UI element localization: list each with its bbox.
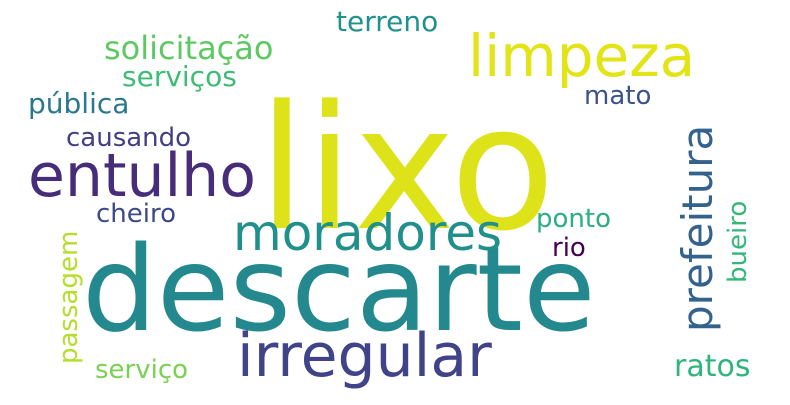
word-ponto: ponto (536, 204, 611, 234)
word-limpeza: limpeza (468, 22, 695, 90)
word-entulho: entulho (28, 141, 256, 211)
word-passagem: passagem (54, 231, 84, 364)
word-prefeitura: prefeitura (673, 125, 722, 332)
word-bueiro: bueiro (723, 201, 753, 283)
word-publica: pública (28, 87, 129, 120)
word-causando: causando (66, 123, 191, 153)
word-ratos: ratos (674, 349, 750, 384)
word-rio: rio (552, 233, 586, 263)
word-descarte: descarte (82, 220, 596, 358)
word-servicos: serviços (122, 60, 237, 93)
word-mato: mato (584, 81, 651, 111)
word-moradores: moradores (233, 204, 502, 262)
word-servico: serviço (95, 355, 188, 385)
word-lixo: lixo (258, 68, 555, 269)
word-solicitacao: solicitação (104, 29, 273, 67)
word-irregular: irregular (237, 321, 492, 391)
word-cheiro: cheiro (96, 199, 176, 229)
word-terreno: terreno (336, 5, 438, 38)
